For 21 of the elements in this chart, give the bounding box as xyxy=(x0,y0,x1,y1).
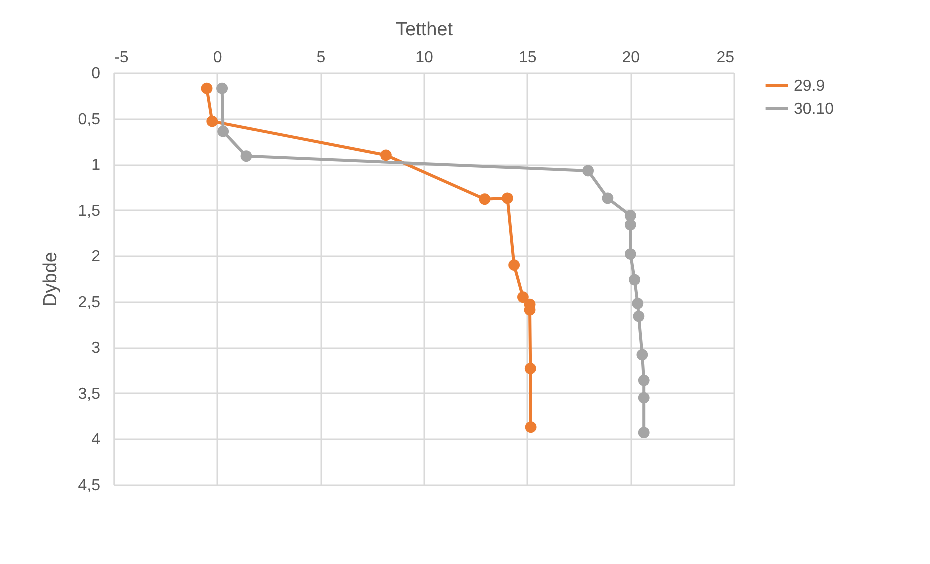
y-tick-label: 0 xyxy=(92,66,101,82)
x-tick-label: 10 xyxy=(416,50,434,66)
y-tick-label: 4,5 xyxy=(78,478,101,494)
x-tick-label: 25 xyxy=(716,50,735,66)
x-tick-label: 5 xyxy=(316,50,326,66)
y-tick-label: 2 xyxy=(92,248,101,266)
legend-label: 29.9 xyxy=(794,78,826,95)
x-tick-label: 0 xyxy=(213,50,222,66)
y-tick-label: 1,5 xyxy=(78,202,101,220)
y-tick-label: 3,5 xyxy=(78,386,101,403)
x-tick-label: -5 xyxy=(114,50,129,66)
y-tick-label: 1 xyxy=(92,157,101,174)
y-tick-label: 4 xyxy=(92,432,101,449)
legend-label: 30.10 xyxy=(794,101,834,118)
x-tick-label: 20 xyxy=(622,50,640,66)
y-tick-label: 0,5 xyxy=(78,111,101,128)
x-axis-title: Tetthet xyxy=(396,20,454,40)
y-tick-label: 3 xyxy=(92,340,101,358)
y-axis-title: Dybde xyxy=(40,252,62,307)
y-tick-label: 2,5 xyxy=(78,294,101,312)
x-tick-label: 15 xyxy=(518,50,537,66)
